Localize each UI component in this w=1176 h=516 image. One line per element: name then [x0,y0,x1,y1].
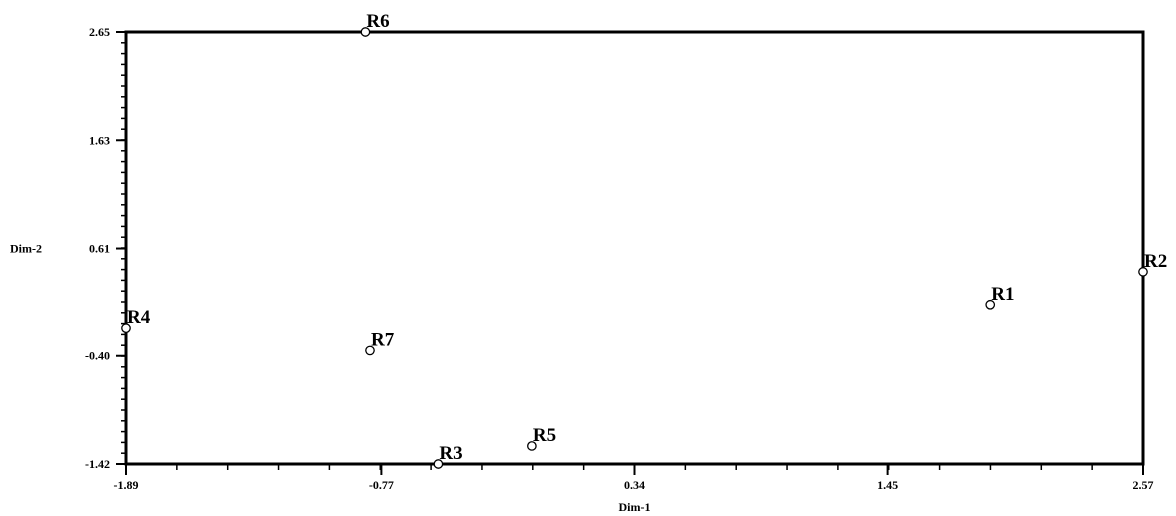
y-tick-label: -1.42 [85,457,110,471]
y-axis-label: Dim-2 [10,242,42,256]
point-r3 [433,459,444,469]
x-tick-label: -1.89 [114,478,139,492]
point-r7 [365,345,375,356]
major-ticks [116,31,1144,475]
point-label-r4: R4 [127,307,151,328]
x-tick-labels: -1.89 -0.77 0.34 1.45 2.57 [114,478,1154,492]
x-tick-label: 2.57 [1133,478,1154,492]
point-label-r3: R3 [439,443,462,464]
x-tick-label: -0.77 [369,478,394,492]
point-label-r2: R2 [1144,251,1167,272]
point-label-r6: R6 [366,11,389,32]
y-tick-labels: 2.65 1.63 0.61 -0.40 -1.42 [85,25,110,471]
point-r2 [1138,267,1148,277]
y-tick-label: 2.65 [89,25,110,39]
point-r4 [121,323,131,333]
y-tick-label: 0.61 [89,242,110,256]
point-r5 [527,441,537,451]
x-tick-label: 1.45 [877,478,898,492]
point-r6 [360,27,371,37]
y-tick-label: -0.40 [85,349,110,363]
point-label-r5: R5 [533,425,556,446]
x-axis-label: Dim-1 [619,500,651,514]
y-tick-label: 1.63 [89,133,110,147]
data-points: R1 R2 R3 R4 R5 R6 R7 [121,11,1167,469]
point-label-r7: R7 [371,329,395,350]
minor-ticks [121,31,1144,470]
x-tick-label: 0.34 [624,478,645,492]
point-label-r1: R1 [991,284,1014,305]
point-r1 [985,299,996,310]
plot-frame [124,30,1145,466]
